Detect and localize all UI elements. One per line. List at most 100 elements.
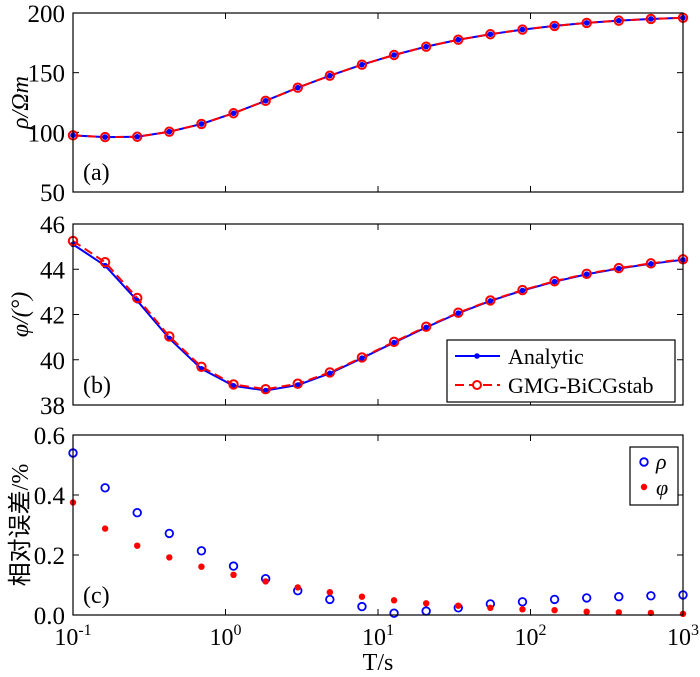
data-point-gmg-bicgstab	[196, 118, 207, 130]
x-tick-base: 10	[667, 625, 691, 651]
x-tick-label: 100	[210, 622, 242, 651]
data-point-rho	[196, 546, 207, 556]
data-point-analytic	[327, 370, 333, 377]
data-point-analytic	[294, 382, 301, 388]
data-point-analytic	[648, 16, 654, 22]
data-point-gmg-bicgstab	[517, 24, 528, 35]
data-point-analytic	[648, 261, 654, 267]
legend-label-gmg-bicgstab: GMG-BiCGstab	[508, 373, 653, 398]
data-point-phi	[390, 597, 398, 604]
data-point-gmg-bicgstab	[164, 331, 175, 342]
data-point-gmg-bicgstab	[164, 126, 175, 137]
data-point-gmg-bicgstab	[260, 95, 271, 107]
data-point-analytic	[583, 20, 590, 26]
data-point-gmg-bicgstab	[453, 307, 464, 318]
data-point-analytic	[455, 310, 462, 316]
legend-marker-phi	[640, 483, 648, 491]
x-axis-label: T/s	[363, 650, 394, 676]
x-tick-label: 101	[362, 622, 394, 651]
data-point-analytic	[423, 324, 429, 331]
x-tick-exponent: 3	[691, 622, 699, 639]
data-point-phi	[551, 607, 558, 614]
panel-label: (c)	[83, 583, 110, 609]
data-point-analytic	[391, 339, 397, 346]
data-point-rho	[646, 591, 656, 601]
data-point-analytic	[102, 134, 108, 140]
data-point-gmg-bicgstab	[228, 108, 239, 119]
panel-b: 38 40 42 44 46 φ/(°) (b) Analytic GMG-BiCGstab	[8, 212, 689, 420]
data-point-gmg-bicgstab	[613, 262, 624, 274]
axes-frame	[72, 223, 684, 406]
data-point-rho	[389, 608, 399, 618]
data-point-analytic	[391, 52, 397, 58]
data-point-analytic	[198, 121, 205, 127]
legend-box	[629, 446, 679, 506]
data-point-gmg-bicgstab	[420, 41, 432, 52]
data-point-gmg-bicgstab	[517, 284, 528, 296]
data-point-gmg-bicgstab	[228, 379, 239, 390]
x-tick-base: 10	[54, 625, 78, 651]
data-point-gmg-bicgstab	[485, 295, 496, 306]
series-line-analytic	[72, 16, 684, 139]
data-point-gmg-bicgstab	[196, 361, 207, 372]
y-tick-label: 44	[40, 257, 66, 284]
data-point-rho	[421, 606, 431, 616]
data-point-gmg-bicgstab	[324, 70, 336, 81]
x-tick-base: 10	[515, 625, 539, 651]
data-point-gmg-bicgstab	[356, 59, 368, 70]
y-tick-label: 38	[40, 393, 65, 420]
data-point-analytic	[294, 84, 301, 91]
data-point-analytic	[166, 128, 173, 135]
data-point-rho	[581, 593, 592, 603]
data-point-gmg-bicgstab	[356, 352, 368, 363]
data-point-gmg-bicgstab	[99, 257, 111, 268]
data-point-gmg-bicgstab	[453, 34, 464, 45]
x-tick-exponent: -1	[78, 622, 91, 639]
data-layer	[67, 235, 689, 395]
y-tick-label: 150	[28, 61, 66, 88]
data-point-analytic	[230, 110, 237, 117]
data-point-gmg-bicgstab	[388, 49, 400, 61]
data-point-gmg-bicgstab	[613, 15, 624, 26]
y-tick-label: 100	[28, 120, 66, 147]
data-point-rho	[164, 528, 175, 539]
legend-label-phi: φ	[656, 475, 668, 500]
legend-label-rho: ρ	[655, 449, 667, 474]
y-tick-label: 50	[40, 180, 65, 207]
series-line-gmg-bicgstab	[72, 240, 684, 391]
data-point-rho	[325, 594, 335, 605]
x-tick-label: 102	[515, 622, 547, 651]
data-point-gmg-bicgstab	[549, 20, 560, 32]
x-tick-base: 10	[362, 625, 386, 651]
y-tick-label: 42	[40, 303, 65, 330]
data-point-rho	[100, 483, 110, 493]
data-point-analytic	[359, 355, 365, 361]
data-point-gmg-bicgstab	[132, 131, 143, 142]
data-layer	[68, 448, 688, 618]
data-point-analytic	[519, 287, 526, 294]
data-point-analytic	[327, 72, 333, 79]
y-tick-label: 40	[40, 348, 65, 375]
data-point-gmg-bicgstab	[292, 378, 303, 389]
data-point-analytic	[359, 61, 365, 68]
legend-marker-gmg-bicgstab	[472, 380, 482, 390]
data-point-gmg-bicgstab	[549, 276, 560, 287]
y-axis-label: ρ/Ωm	[8, 76, 34, 130]
data-point-gmg-bicgstab	[645, 13, 657, 25]
y-tick-label: 200	[28, 1, 66, 28]
data-point-analytic	[487, 298, 494, 304]
data-point-gmg-bicgstab	[485, 29, 496, 40]
data-point-rho	[357, 601, 367, 612]
data-point-gmg-bicgstab	[581, 17, 592, 29]
x-tick-label: 10-1	[54, 622, 91, 651]
data-point-analytic	[134, 133, 141, 140]
data-point-phi	[455, 602, 462, 609]
data-point-phi	[101, 525, 109, 532]
data-point-phi	[422, 600, 430, 607]
x-tick-base: 10	[210, 625, 234, 651]
data-point-gmg-bicgstab	[420, 321, 432, 332]
y-tick-label: 46	[40, 212, 65, 239]
data-point-rho	[517, 597, 528, 607]
